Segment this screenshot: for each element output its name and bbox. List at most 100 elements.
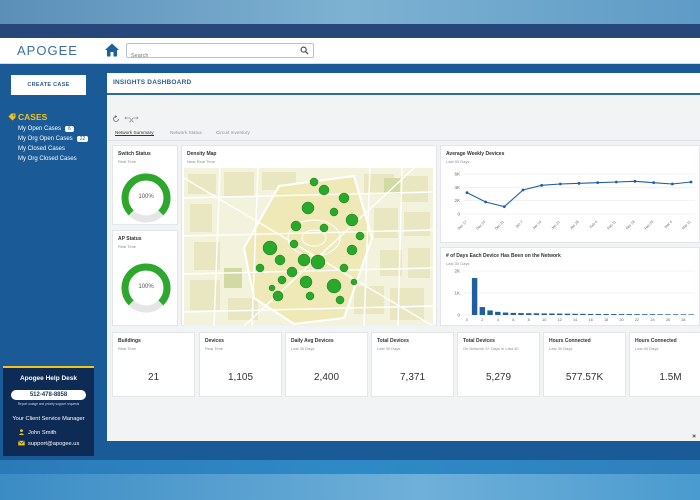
cases-heading[interactable]: CASES [8,112,47,122]
x-tick-label: Mar 4 [664,220,673,229]
series-line [466,180,692,208]
data-point [465,191,469,195]
card-subtitle: Real Time [118,346,137,351]
x-tick-label: 26 [666,318,670,322]
support-email-row[interactable]: support@apogee.us [18,440,79,447]
create-case-button[interactable]: CREATE CASE [11,75,86,95]
person-icon [18,429,25,435]
x-tick-label: 18 [604,318,608,322]
sidebar-item-my-open-cases[interactable]: My Open Cases 6 [18,126,74,132]
bar [680,314,687,315]
cases-heading-label: CASES [18,112,48,122]
sidebar: CREATE CASE CASES My Open Cases 6 My Org … [0,64,97,460]
help-desk-title: Apogee Help Desk [19,375,78,382]
undo-icon[interactable] [124,116,132,123]
sidebar-item-my-closed-cases[interactable]: My Closed Cases [18,146,65,152]
home-icon[interactable] [104,42,120,58]
tab-network-status[interactable]: Network Status [170,130,202,135]
tab-network-summary[interactable]: Network Summary [115,130,154,136]
card-title: AP Status [118,236,142,242]
redo-icon[interactable] [131,116,139,123]
weekly-devices-card: Average Weekly Devices Last 90 Days 0 2K 4… [440,145,700,243]
kpi-card: Hours Connected Last 90 Days 1.5M [629,332,700,397]
search-icon[interactable] [300,46,309,55]
bar [526,313,532,315]
count-badge: 6 [65,126,74,132]
x-tick-label: 28 [681,318,685,322]
bar [510,312,516,315]
card-title: Daily Avg Devices [291,338,334,344]
bar [549,313,555,315]
map-streets [184,168,433,326]
data-point [558,182,562,186]
bar [657,314,663,315]
kpi-card: Hours Connected Last 30 Days 577.57K [543,332,626,397]
help-desk-phone[interactable]: 512-478-8858 [11,390,86,400]
apogee-logo[interactable]: APOGEE [17,43,78,58]
sidebar-item-my-org-closed-cases[interactable]: My Org Closed Cases [18,156,77,162]
card-subtitle: Last 30 Days [549,346,573,351]
card-title: Switch Status [118,151,151,157]
card-title: Hours Connected [635,338,677,344]
card-subtitle: Real Time [205,346,224,351]
gauge-fill [121,263,171,306]
bar [688,314,694,315]
bar [556,313,563,315]
bar [580,313,586,315]
card-subtitle: Last 30 Days [377,346,401,351]
card-subtitle: Real Time [118,159,137,164]
bar [572,313,578,315]
kpi-value: 1,105 [227,372,254,383]
x-tick-label: 12 [558,318,562,322]
client-manager-label: Your Client Service Manager [12,416,85,422]
export-icon[interactable]: ▣ [692,433,696,438]
bar [603,314,609,315]
card-subtitle: Last 90 Days [635,346,659,351]
bar [618,314,625,315]
search-input[interactable] [127,49,297,63]
bar [564,313,571,315]
card-title: Buildings [118,338,141,344]
card-subtitle: Last 30 Days [446,261,470,266]
card-title: Total Devices [463,338,495,344]
sidebar-item-label: My Closed Cases [18,146,66,152]
mail-icon [18,440,25,446]
x-tick-label: 14 [573,318,577,322]
reset-icon[interactable] [113,115,119,122]
search-box[interactable] [126,43,314,63]
bar [672,314,679,315]
support-email[interactable]: support@apogee.us [28,441,80,447]
page-title: INSIGHTS DASHBOARD [113,79,192,86]
data-point [596,181,600,185]
x-tick-label: Jan 28 [569,220,579,230]
bar [595,313,602,315]
y-tick-label: 0 [457,313,460,318]
ap-status-gauge [121,263,171,313]
kpi-value: 7,371 [399,372,426,383]
density-map[interactable] [184,168,433,326]
card-subtitle: Real Time [118,244,137,249]
background-band-dark [0,24,700,38]
x-tick-label: Jan 21 [551,220,561,230]
tab-circuit-inventory[interactable]: Circuit Inventory [216,130,250,135]
x-tick-label: Feb 18 [625,220,636,231]
x-tick-label: Dec 31 [494,220,505,231]
toolbar [113,115,139,123]
x-tick-label: 10 [542,318,546,322]
kpi-card: Total Devices On Network 3+ Days in Last … [457,332,540,397]
x-tick-label: 20 [619,318,623,322]
card-title: Average Weekly Devices [446,151,505,157]
sidebar-item-my-org-open-cases[interactable]: My Org Open Cases 22 [18,136,89,142]
switch-status-card: Switch Status Real Time 100% [112,145,178,225]
switch-status-gauge [121,173,171,223]
dashboard-header: INSIGHTS DASHBOARD [107,73,700,95]
bar [495,311,501,315]
bar [634,314,640,315]
bar [611,314,617,315]
ap-status-card: AP Status Real Time 100% [112,230,178,326]
y-tick-label: 0 [457,212,460,217]
bar [479,307,486,315]
x-tick-label: 0 [466,318,468,322]
card-subtitle: Near Real Time [187,159,215,164]
